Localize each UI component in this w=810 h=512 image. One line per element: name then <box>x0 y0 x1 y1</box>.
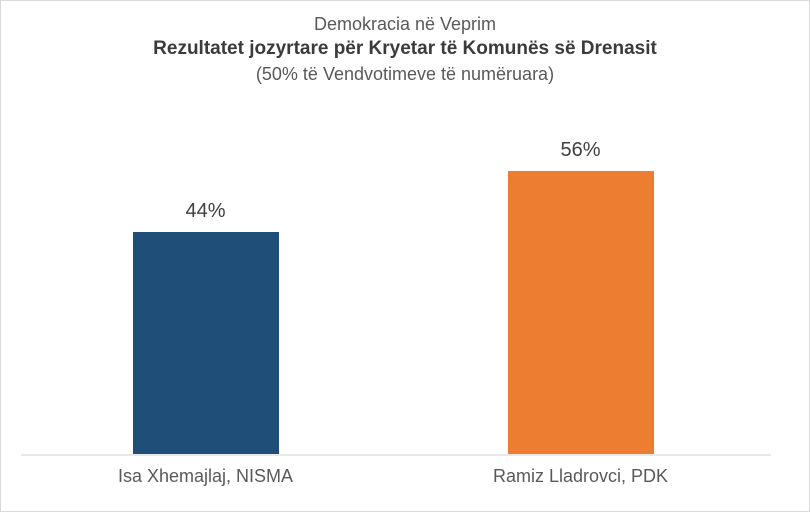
bar-isa-xhemajlaj <box>132 232 279 454</box>
bar-group-isa-xhemajlaj: 44% <box>18 200 393 454</box>
chart-title: Demokracia në Veprim Rezultatet jozyrtar… <box>1 12 809 86</box>
category-label: Isa Xhemajlaj, NISMA <box>117 466 294 486</box>
chart-title-line-2: Rezultatet jozyrtare për Kryetar të Komu… <box>153 38 657 59</box>
chart-title-line-3: (50% të Vendvotimeve të numëruara) <box>255 64 555 84</box>
bar-value-label: 44% <box>185 200 226 222</box>
bar-group-ramiz-lladrovci: 56% <box>393 139 768 454</box>
chart-title-line-1: Demokracia në Veprim <box>313 14 497 34</box>
bar-value-label: 56% <box>560 139 601 161</box>
category-label: Ramiz Lladrovci, PDK <box>492 466 669 486</box>
bar-ramiz-lladrovci <box>507 171 654 454</box>
x-axis-line <box>21 454 771 456</box>
